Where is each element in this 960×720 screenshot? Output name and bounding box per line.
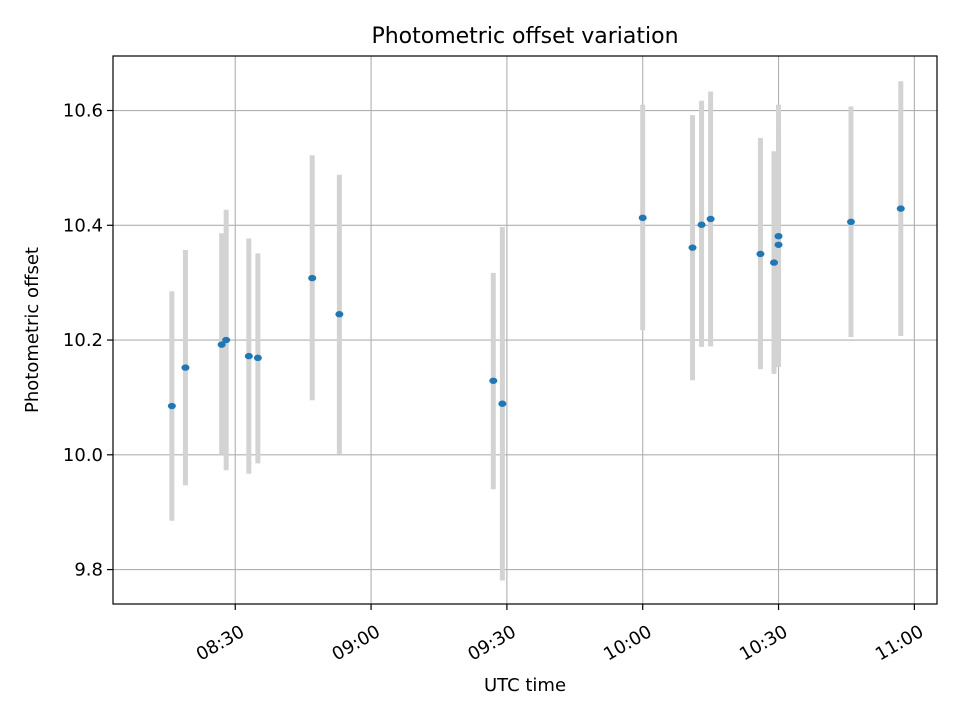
data-point bbox=[253, 354, 262, 362]
y-tick-label: 10.2 bbox=[63, 330, 103, 351]
data-point bbox=[896, 205, 905, 212]
data-point bbox=[181, 364, 190, 371]
data-point bbox=[770, 259, 779, 266]
data-point bbox=[217, 341, 226, 348]
data-point bbox=[846, 218, 855, 226]
data-point bbox=[774, 241, 783, 248]
y-tick-label: 10.6 bbox=[63, 101, 103, 122]
data-point bbox=[756, 250, 765, 258]
data-point bbox=[308, 274, 317, 282]
data-point bbox=[335, 311, 344, 318]
data-point bbox=[774, 232, 783, 240]
data-point bbox=[489, 377, 498, 384]
data-point bbox=[697, 221, 706, 228]
data-point bbox=[167, 402, 176, 410]
chart-title: Photometric offset variation bbox=[371, 24, 678, 49]
data-points bbox=[167, 205, 905, 410]
data-point bbox=[688, 244, 697, 251]
plot-frame bbox=[112, 55, 938, 605]
data-point bbox=[498, 400, 507, 407]
data-point bbox=[638, 214, 647, 222]
data-point bbox=[706, 215, 715, 223]
y-tick-label: 9.8 bbox=[74, 560, 103, 581]
y-tick-label: 10.4 bbox=[63, 215, 103, 236]
x-axis-label: UTC time bbox=[484, 675, 566, 696]
data-point bbox=[244, 352, 253, 360]
data-point bbox=[222, 336, 231, 344]
y-tick-label: 10.0 bbox=[63, 445, 103, 466]
y-axis-label: Photometric offset bbox=[22, 247, 43, 413]
